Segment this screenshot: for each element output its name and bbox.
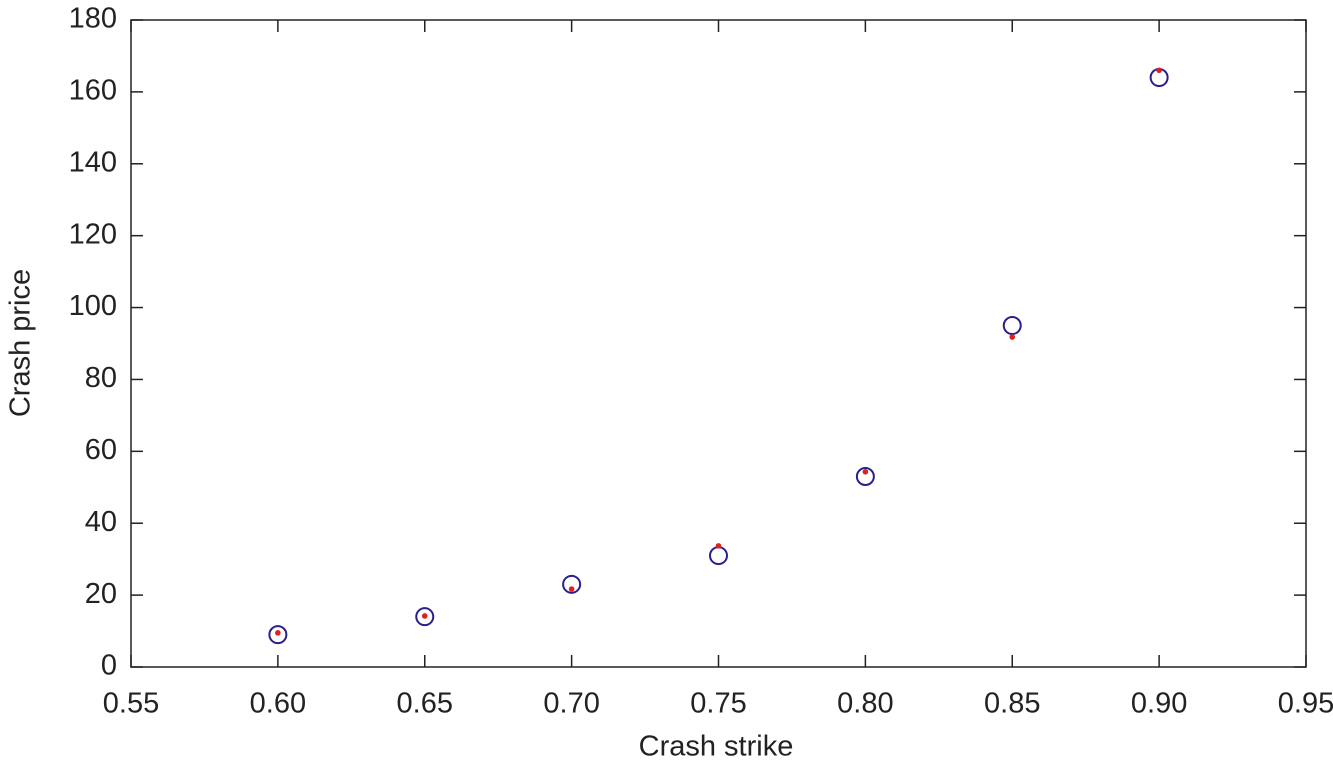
y-tick-label: 0	[101, 650, 117, 682]
y-tick-label: 160	[69, 75, 117, 107]
y-tick-label: 80	[85, 362, 117, 394]
y-tick-label: 60	[85, 434, 117, 466]
x-tick-label: 0.75	[690, 688, 746, 720]
x-tick-label: 0.60	[250, 688, 306, 720]
point	[1002, 316, 1022, 336]
point	[862, 469, 869, 475]
x-tick-label: 0.80	[837, 688, 893, 720]
x-tick-label: 0.70	[543, 688, 599, 720]
point	[1009, 334, 1016, 340]
point	[715, 543, 722, 549]
point	[709, 546, 728, 566]
point	[562, 574, 582, 594]
x-tick-label: 0.95	[1278, 688, 1333, 720]
x-tick-label: 0.65	[397, 688, 453, 720]
y-tick-label: 180	[69, 3, 117, 35]
point	[268, 625, 288, 645]
y-tick-label: 100	[69, 290, 117, 322]
plot-frame	[130, 19, 1307, 668]
x-tick-label: 0.90	[1131, 688, 1187, 720]
x-tick-label: 0.55	[103, 688, 159, 720]
point	[855, 466, 875, 486]
point	[421, 613, 428, 619]
y-axis-label: Crash price	[5, 269, 37, 417]
point	[275, 630, 281, 636]
y-tick-label: 120	[69, 218, 117, 250]
x-tick-label: 0.85	[984, 688, 1040, 720]
y-tick-label: 140	[69, 146, 117, 178]
y-tick-label: 40	[85, 506, 117, 538]
y-tick-label: 20	[85, 578, 117, 610]
point	[1156, 67, 1162, 74]
x-axis-label: Crash strike	[639, 731, 794, 763]
point	[415, 607, 435, 627]
point	[568, 586, 575, 592]
